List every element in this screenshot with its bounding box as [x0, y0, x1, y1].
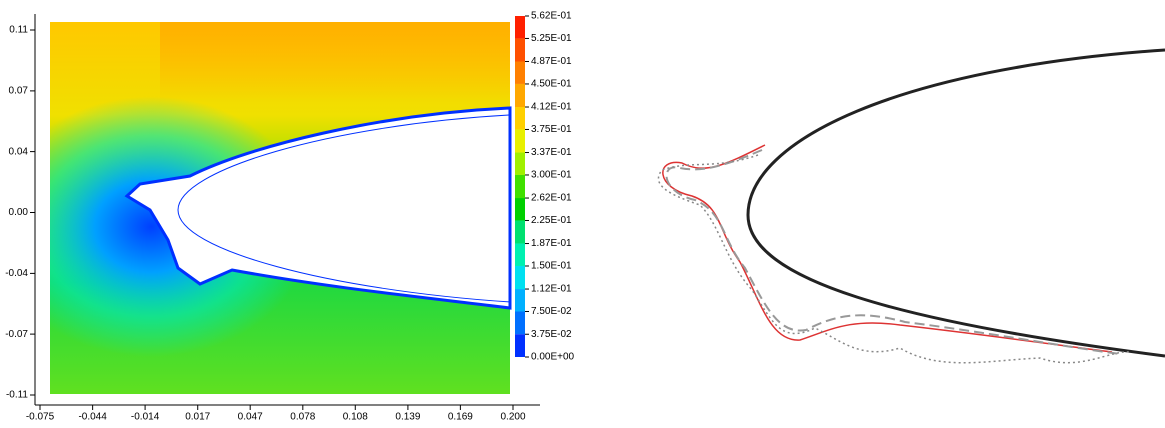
colorbar-band	[515, 38, 525, 62]
colorbar-label: 2.62E-01	[531, 193, 572, 204]
colorbar-label: 3.37E-01	[531, 147, 572, 158]
colorbar-band	[515, 220, 525, 244]
colorbar-band	[515, 16, 525, 39]
colorbar-band	[515, 243, 525, 266]
colorbar-label: 5.25E-01	[531, 33, 572, 44]
y-tick-label: 0.07	[9, 86, 29, 97]
colorbar-label: 3.00E-01	[531, 170, 572, 181]
x-tick-label: 0.047	[238, 412, 263, 423]
colorbar-label: 4.12E-01	[531, 102, 572, 113]
x-tick-label: -0.014	[131, 412, 160, 423]
y-tick-label: -0.07	[5, 329, 28, 340]
x-tick-label: -0.044	[78, 412, 107, 423]
colorbar-band	[515, 311, 525, 335]
colorbar-band	[515, 265, 525, 290]
colorbar-label: 1.12E-01	[531, 284, 572, 295]
colorbar-band	[515, 289, 525, 312]
colorbar-label: 1.50E-01	[531, 261, 572, 272]
x-tick-label: 0.108	[343, 412, 368, 423]
contour-field	[50, 22, 512, 394]
x-tick-label: 0.169	[448, 412, 473, 423]
y-tick-label: 0.11	[9, 25, 28, 36]
colorbar-band	[515, 129, 525, 153]
colorbar-band	[515, 174, 525, 199]
colorbar-band	[515, 152, 525, 175]
colorbar-band	[515, 334, 525, 357]
colorbar-label: 7.50E-02	[531, 306, 572, 317]
x-tick-label: 0.017	[185, 412, 210, 423]
colorbar-band	[515, 61, 525, 84]
icing-comparison	[657, 48, 1165, 364]
colorbar-label: 5.62E-01	[531, 11, 572, 22]
y-tick-label: -0.04	[5, 268, 28, 279]
colorbar-label: 0.00E+00	[531, 352, 575, 363]
x-tick-label: -0.075	[26, 412, 55, 423]
x-tick-label: 0.078	[290, 412, 315, 423]
colorbar-band	[515, 107, 525, 130]
colorbar-label: 3.75E-02	[531, 329, 572, 340]
y-tick-label: -0.11	[6, 390, 28, 401]
colorbar-band	[515, 83, 525, 108]
colorbar-label: 3.75E-01	[531, 124, 572, 135]
y-tick-label: 0.04	[9, 146, 29, 157]
colorbar-label: 4.87E-01	[531, 56, 572, 67]
y-tick-label: 0.00	[9, 207, 29, 218]
x-tick-label: 0.139	[395, 412, 420, 423]
colorbar-label: 2.25E-01	[531, 215, 572, 226]
colorbar-band	[515, 198, 525, 221]
colorbar-label: 4.50E-01	[531, 79, 572, 90]
colorbar-label: 1.87E-01	[531, 238, 572, 249]
x-tick-label: 0.200	[500, 412, 525, 423]
